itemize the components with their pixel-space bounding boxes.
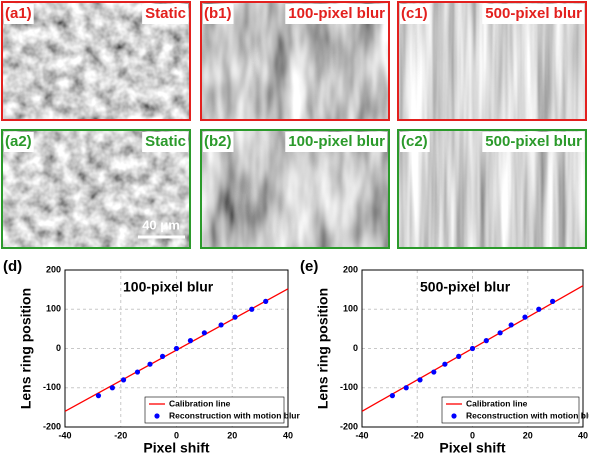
plot-frame <box>64 269 289 428</box>
panel-border <box>397 129 587 249</box>
y-axis-label: Lens ring position <box>18 288 34 409</box>
caption-bg <box>142 132 188 152</box>
caption-bg <box>482 4 585 24</box>
data-point <box>417 377 423 383</box>
data-point <box>403 385 409 391</box>
legend-label: Calibration line <box>169 398 231 408</box>
caption-bg <box>285 4 388 24</box>
data-point <box>508 322 514 328</box>
panel-label: (c2) <box>401 133 428 150</box>
data-point <box>469 345 476 352</box>
panel-label: (b1) <box>204 5 232 22</box>
panel-caption: Static <box>145 5 186 22</box>
y-tick-label: 100 <box>46 304 61 314</box>
x-tick-label: 20 <box>227 430 237 440</box>
chart-title: 500-pixel blur <box>420 279 511 295</box>
panel-label: (b2) <box>204 133 232 150</box>
panel-border <box>1 1 191 121</box>
plot-frame <box>361 269 584 428</box>
panel-border <box>397 1 587 121</box>
panel-label: (e) <box>300 258 318 275</box>
legend-swatch <box>451 413 457 419</box>
data-point <box>249 306 255 312</box>
panel-caption: Static <box>145 133 186 150</box>
x-tick-label: -40 <box>355 430 368 440</box>
label-bg <box>203 4 234 24</box>
panel-caption: 500-pixel blur <box>485 5 582 22</box>
scale-bar-label: 40 μm <box>142 217 180 232</box>
panel-border <box>200 1 390 121</box>
data-point <box>442 361 448 367</box>
data-point <box>218 322 224 328</box>
y-axis-label: Lens ring position <box>315 288 331 409</box>
panel-label: (a1) <box>5 5 32 22</box>
y-tick-label: 0 <box>56 343 61 353</box>
data-point <box>522 314 528 320</box>
legend-label: Reconstruction with motion blur <box>169 410 300 420</box>
x-tick-label: -40 <box>58 430 71 440</box>
data-point <box>263 298 269 304</box>
data-point <box>536 306 542 312</box>
x-tick-label: -20 <box>114 430 127 440</box>
caption-bg <box>482 132 585 152</box>
panel-caption: 100-pixel blur <box>288 5 385 22</box>
panel-caption: 100-pixel blur <box>288 133 385 150</box>
panel-label: (c1) <box>401 5 428 22</box>
caption-bg <box>285 132 388 152</box>
y-tick-label: 200 <box>343 264 358 274</box>
caption-bg <box>142 4 188 24</box>
label-bg <box>400 4 430 24</box>
y-tick-label: 200 <box>46 264 61 274</box>
data-point <box>120 377 127 383</box>
x-axis-label: Pixel shift <box>143 440 209 456</box>
legend-box <box>441 396 580 424</box>
panel-label: (a2) <box>5 133 32 150</box>
data-point <box>173 345 180 352</box>
legend-swatch <box>154 413 160 419</box>
data-point <box>159 353 166 359</box>
x-tick-label: -20 <box>411 430 424 440</box>
y-tick-label: -200 <box>340 421 358 431</box>
x-axis-label: Pixel shift <box>439 440 505 456</box>
x-tick-label: 40 <box>283 430 293 440</box>
legend-label: Reconstruction with motion blur <box>466 410 589 420</box>
panel-border <box>1 129 191 249</box>
data-point <box>483 338 489 344</box>
y-tick-label: -100 <box>340 382 358 392</box>
image-panels: (a1) Static (b1) 100-pixel blur (c1) 500-pixe… <box>1 1 587 249</box>
y-tick-label: 0 <box>353 343 358 353</box>
data-point <box>109 385 115 391</box>
panel-border <box>200 129 390 249</box>
panel-label: (d) <box>3 258 22 275</box>
legend-box <box>144 396 285 424</box>
data-point <box>431 369 437 375</box>
label-bg <box>203 132 234 152</box>
data-point <box>497 330 503 336</box>
y-tick-label: -200 <box>43 421 61 431</box>
x-tick-label: 40 <box>578 430 588 440</box>
x-tick-label: 0 <box>470 430 475 440</box>
data-point <box>187 338 194 344</box>
data-point <box>134 369 141 375</box>
label-bg <box>4 4 34 24</box>
legend-label: Calibration line <box>466 398 528 408</box>
data-point <box>232 314 238 320</box>
chart-title: 100-pixel blur <box>123 279 214 295</box>
y-tick-label: 100 <box>343 304 358 314</box>
y-tick-label: -100 <box>43 382 61 392</box>
data-point <box>95 393 102 399</box>
data-point <box>147 361 153 367</box>
label-bg <box>400 132 430 152</box>
data-point <box>550 298 556 304</box>
x-tick-label: 20 <box>523 430 533 440</box>
panel-caption: 500-pixel blur <box>485 133 582 150</box>
data-point <box>389 393 395 399</box>
data-point <box>456 353 462 359</box>
x-tick-label: 0 <box>174 430 179 440</box>
label-bg <box>4 132 34 152</box>
data-point <box>201 330 207 336</box>
